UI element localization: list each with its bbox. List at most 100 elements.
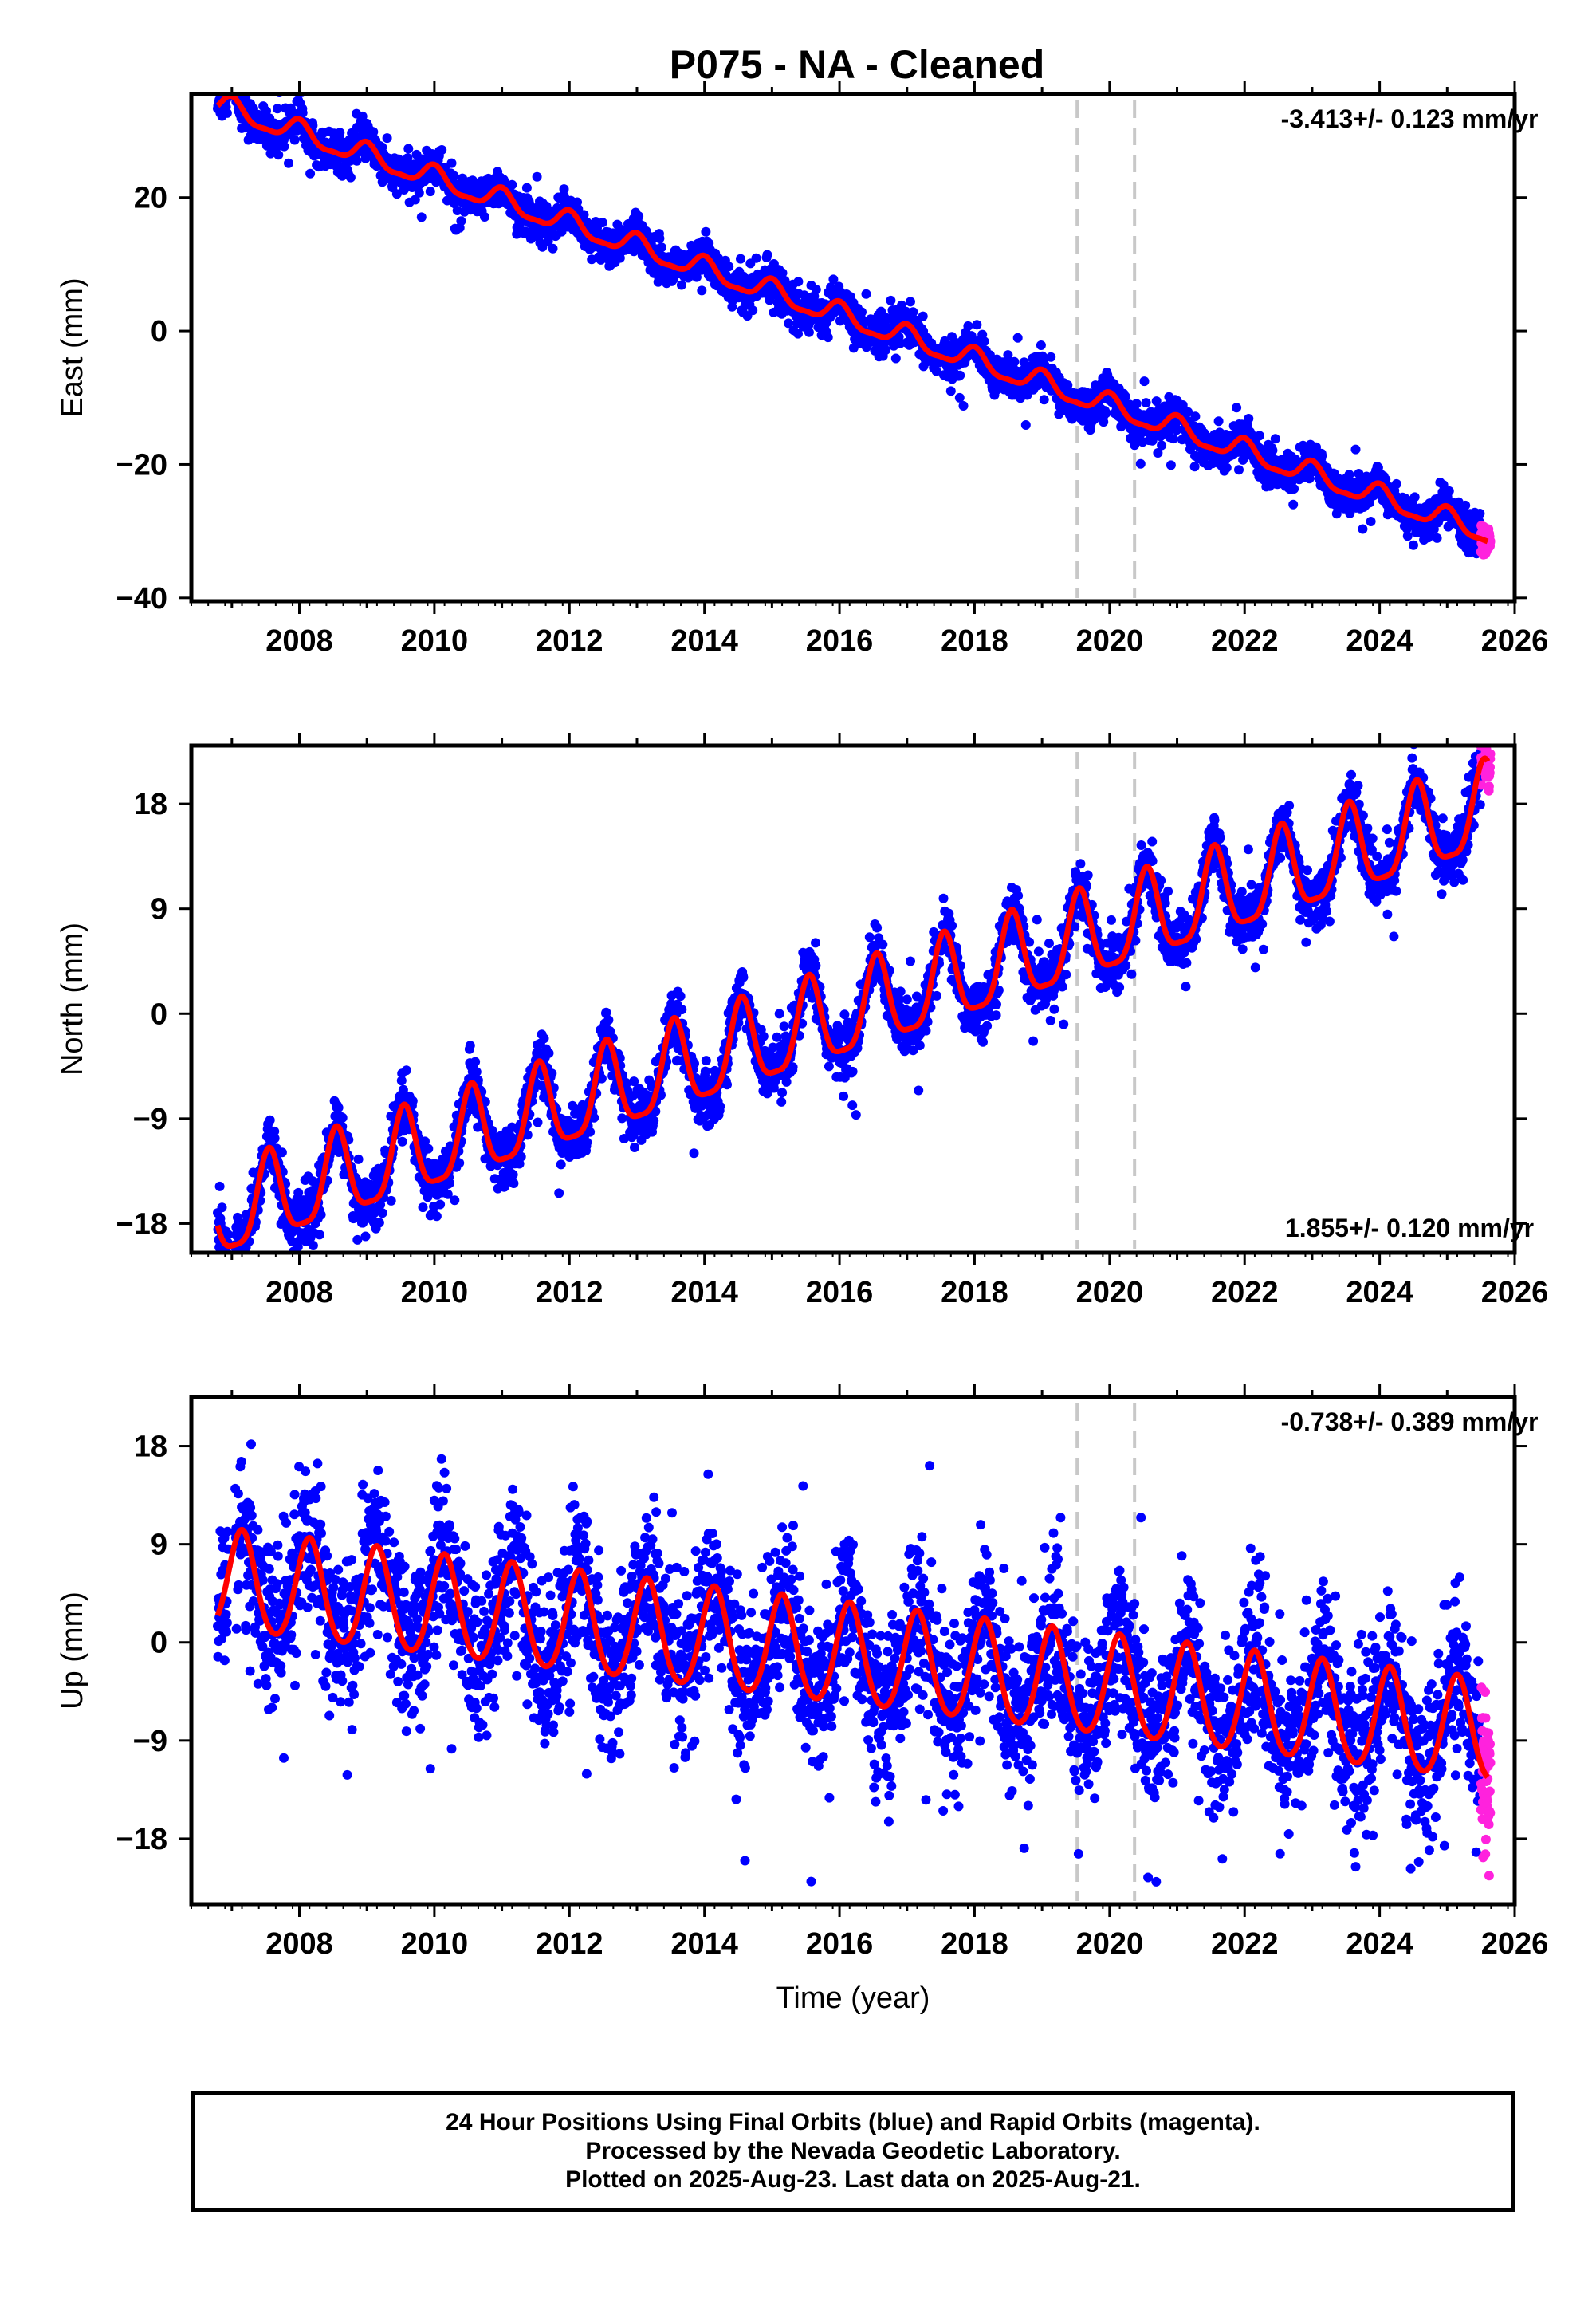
final-orbit-point — [1432, 533, 1442, 543]
final-orbit-point — [634, 211, 644, 222]
final-orbit-point — [1409, 492, 1420, 502]
final-orbit-point — [1366, 517, 1376, 526]
final-orbit-point — [471, 1067, 482, 1077]
final-orbit-point — [335, 128, 345, 138]
final-orbit-point — [751, 253, 761, 263]
panel-east: 2008 2010 2012 2014 2016 2018 2020 2022 2024 2026… — [56, 81, 1549, 658]
final-orbit-point — [431, 1211, 442, 1222]
final-orbit-point — [908, 307, 918, 317]
final-orbit-point — [222, 108, 232, 118]
final-orbit-point — [1244, 414, 1254, 423]
final-orbit-point — [1344, 470, 1354, 480]
final-orbit-point — [676, 280, 686, 290]
final-orbit-point — [1139, 376, 1150, 387]
final-orbit-point — [269, 1126, 280, 1136]
final-orbit-point — [1009, 356, 1020, 367]
final-orbit-point — [377, 1208, 387, 1218]
final-orbit-point — [265, 1115, 275, 1125]
final-orbit-point — [697, 285, 707, 296]
final-orbit-point — [1020, 420, 1031, 430]
final-orbit-point — [559, 184, 569, 195]
final-orbit-point — [352, 1234, 363, 1245]
final-orbit-point — [597, 218, 607, 228]
final-orbit-point — [446, 158, 457, 168]
final-orbit-point — [450, 1195, 460, 1206]
final-orbit-point — [906, 297, 915, 307]
final-orbit-point — [532, 171, 542, 182]
panel-north: 2008 2010 2012 2014 2016 2018 2020 2022 2024 2026… — [56, 733, 1548, 1309]
final-orbit-point — [289, 135, 300, 145]
final-orbit-point — [1409, 540, 1418, 550]
east-points — [213, 83, 1496, 560]
final-orbit-point — [425, 187, 435, 197]
final-orbit-point — [1402, 531, 1413, 541]
x-tick-label: 2026 — [1481, 624, 1549, 658]
final-orbit-point — [220, 84, 230, 93]
final-orbit-point — [556, 1159, 566, 1170]
final-orbit-point — [736, 254, 745, 264]
final-orbit-point — [293, 1187, 304, 1198]
final-orbit-point — [284, 158, 293, 168]
final-orbit-point — [1475, 509, 1485, 518]
final-orbit-point — [579, 210, 589, 220]
final-orbit-point — [972, 320, 982, 330]
final-orbit-point — [979, 336, 989, 347]
east-rate-label: -3.413+/- 0.123 mm/yr — [1281, 104, 1539, 133]
figure-title: P075 - NA - Cleaned — [670, 42, 1045, 87]
final-orbit-point — [656, 242, 666, 253]
final-orbit-point — [521, 183, 532, 193]
final-orbit-point — [357, 111, 368, 121]
final-orbit-point — [777, 268, 788, 278]
plot-panels: 2008 2010 2012 2014 2016 2018 2020 2022 2024 2026… — [56, 81, 1549, 2015]
final-orbit-point — [881, 345, 891, 355]
final-orbit-point — [1288, 499, 1299, 510]
final-orbit-point — [273, 104, 282, 114]
final-orbit-point — [293, 1242, 303, 1252]
final-orbit-point — [1157, 440, 1167, 451]
final-orbit-point — [533, 1117, 543, 1127]
final-orbit-point — [804, 327, 814, 337]
final-orbit-point — [1036, 340, 1046, 350]
x-tick-label: 2024 — [1346, 624, 1413, 658]
final-orbit-point — [416, 212, 427, 222]
final-orbit-point — [945, 386, 956, 396]
final-orbit-point — [231, 1268, 241, 1277]
final-orbit-point — [435, 1199, 446, 1210]
final-orbit-point — [828, 274, 839, 285]
final-orbit-point — [1358, 524, 1368, 534]
final-orbit-point — [407, 1096, 418, 1106]
final-orbit-point — [368, 127, 379, 137]
final-orbit-point — [954, 392, 965, 403]
final-orbit-point — [1270, 434, 1280, 444]
final-orbit-point — [382, 133, 392, 144]
final-orbit-point — [1254, 431, 1264, 441]
y-tick-label: 20 — [134, 182, 167, 215]
final-orbit-point — [233, 83, 242, 92]
final-orbit-point — [287, 1236, 297, 1246]
final-orbit-point — [261, 106, 271, 116]
final-orbit-point — [397, 1136, 407, 1147]
final-orbit-point — [353, 1154, 364, 1164]
final-orbit-point — [456, 216, 466, 226]
final-orbit-point — [1046, 352, 1056, 362]
x-tick-label: 2012 — [536, 624, 603, 658]
final-orbit-point — [223, 1230, 234, 1240]
final-orbit-point — [931, 366, 941, 376]
final-orbit-point — [1012, 333, 1023, 343]
final-orbit-point — [1460, 500, 1471, 510]
y-tick-label: −20 — [116, 448, 167, 482]
final-orbit-point — [391, 189, 402, 199]
final-orbit-point — [352, 155, 362, 166]
final-orbit-point — [1268, 445, 1278, 455]
final-orbit-point — [386, 1195, 396, 1206]
final-orbit-point — [1151, 396, 1162, 407]
final-orbit-point — [1168, 434, 1178, 444]
final-orbit-point — [1135, 458, 1146, 469]
final-orbit-point — [861, 289, 871, 299]
final-orbit-point — [403, 144, 414, 154]
x-tick-label: 2010 — [401, 624, 469, 658]
final-orbit-point — [1213, 416, 1224, 427]
final-orbit-point — [762, 250, 772, 260]
final-orbit-point — [1232, 403, 1242, 413]
